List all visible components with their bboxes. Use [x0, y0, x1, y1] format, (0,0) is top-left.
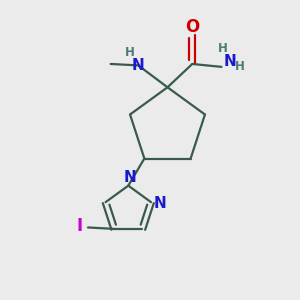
Text: H: H — [235, 60, 244, 74]
Text: N: N — [123, 170, 136, 185]
Text: I: I — [77, 217, 83, 235]
Text: N: N — [131, 58, 144, 73]
Text: H: H — [125, 46, 135, 59]
Text: O: O — [185, 18, 200, 36]
Text: H: H — [218, 42, 228, 55]
Text: N: N — [153, 196, 166, 211]
Text: N: N — [223, 54, 236, 69]
